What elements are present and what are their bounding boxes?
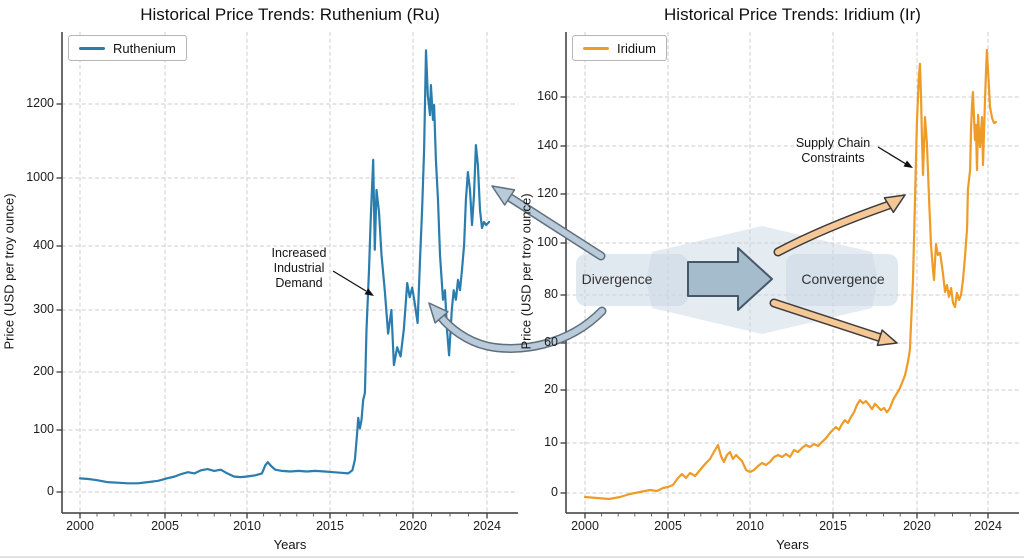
iridium-x-tick-label: 2020 <box>903 519 931 533</box>
ruthenium-x-tick-label: 2015 <box>316 519 344 533</box>
convergence-lower-arrow-head <box>876 329 898 347</box>
right-x-axis-label: Years <box>776 537 809 552</box>
ruthenium-legend-label: Ruthenium <box>113 40 176 56</box>
left-x-axis-label: Years <box>273 537 307 552</box>
iridium-y-tick-label: 20 <box>544 382 558 396</box>
iridium-x-tick-label: 2024 <box>974 519 1002 533</box>
increased-demand-line-3: Demand <box>275 275 323 290</box>
iridium-line-swatch <box>583 46 609 50</box>
ruthenium-y-tick-label: 1200 <box>26 96 54 110</box>
ruthenium-x-tick-label: 2020 <box>399 519 427 533</box>
increased-demand-line-1: Increased <box>271 246 327 260</box>
ruthenium-y-tick-label: 300 <box>33 302 54 316</box>
iridium-y-tick-label: 160 <box>537 89 558 103</box>
divergence-ribbon-panel <box>576 254 688 306</box>
ruthenium-x-tick-label: 2000 <box>66 519 94 533</box>
ruthenium-x-tick-label: 2024 <box>473 519 501 533</box>
iridium-y-tick-label: 140 <box>537 138 558 152</box>
iridium-x-tick-label: 2015 <box>819 519 847 533</box>
left-chart-title: Historical Price Trends: Ruthenium (Ru) <box>140 5 440 24</box>
iridium-y-tick-label: 10 <box>544 435 558 449</box>
iridium-y-tick-label: 60 <box>544 335 558 349</box>
divergence-label: Divergence <box>581 271 653 287</box>
increased-demand-line-2: Industrial <box>273 260 325 275</box>
ruthenium-legend: Ruthenium <box>68 35 187 61</box>
iridium-legend: Iridium <box>572 35 668 61</box>
increased-demand-arrow-line <box>332 270 367 292</box>
ruthenium-y-tick-label: 400 <box>33 238 54 252</box>
supply-chain-line-2: Constraints <box>801 150 865 165</box>
convergence-upper-arrow-band <box>775 202 892 255</box>
iridium-line <box>583 48 998 501</box>
figure-bottom-edge <box>0 556 1024 558</box>
divergence-lower-arrow-band <box>438 308 605 352</box>
ruthenium-x-tick-label: 2005 <box>151 519 179 533</box>
ruthenium-y-tick-label: 100 <box>33 422 54 436</box>
iridium-y-tick-label: 100 <box>537 235 558 249</box>
convergence-upper-arrow-head <box>883 194 906 214</box>
iridium-legend-label: Iridium <box>617 40 657 56</box>
supply-chain-arrow-line <box>877 146 907 165</box>
increased-demand-annotation: Increased Industrial Demand <box>249 246 349 290</box>
ruthenium-y-tick-label: 1000 <box>26 170 54 184</box>
ruthenium-x-tick-label: 2010 <box>233 519 261 533</box>
divergence-upper-arrow-head <box>491 185 516 206</box>
right-chart-title: Historical Price Trends: Iridium (Ir) <box>664 5 921 24</box>
iridium-y-tick-label: 120 <box>537 186 558 200</box>
convergence-ribbon-panel <box>786 254 898 306</box>
ruthenium-axes-spines <box>61 32 518 514</box>
ruthenium-line <box>78 49 491 485</box>
supply-chain-arrow-head <box>903 160 913 168</box>
divergence-upper-arrow-band <box>506 194 604 259</box>
divergence-lower-arrow-head <box>428 302 449 324</box>
big-flow-arrow <box>687 247 773 311</box>
supply-chain-line-1: Supply Chain <box>795 136 871 150</box>
convergence-label: Convergence <box>801 271 885 287</box>
iridium-y-tick-label: 80 <box>544 287 558 301</box>
iridium-x-tick-label: 2000 <box>571 519 599 533</box>
convergence-lower-arrow-band <box>771 300 884 341</box>
increased-demand-arrow-head <box>364 288 374 296</box>
iridium-x-tick-label: 2010 <box>736 519 764 533</box>
ruthenium-y-tick-label: 200 <box>33 364 54 378</box>
iridium-x-tick-label: 2005 <box>654 519 682 533</box>
supply-chain-annotation: Supply Chain Constraints <box>773 136 893 166</box>
iridium-axes-spines <box>565 32 1019 514</box>
ruthenium-y-tick-label: 0 <box>47 484 54 498</box>
iridium-y-tick-label: 0 <box>551 485 558 499</box>
ruthenium-line-swatch <box>79 46 105 50</box>
